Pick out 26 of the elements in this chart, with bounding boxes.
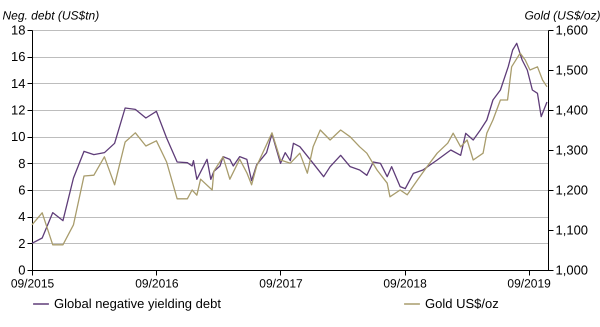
y2-tick-label: 1,400	[556, 102, 588, 118]
y-tick-label: 10	[11, 129, 26, 144]
y2-tick-label: 1,100	[556, 222, 588, 238]
x-tick-label: 09/2016	[135, 276, 179, 290]
y-tick-label: 14	[11, 76, 26, 91]
legend-label: Global negative yielding debt	[54, 296, 222, 311]
y-tick-label: 16	[11, 49, 26, 64]
y-tick-label: 0	[18, 262, 26, 278]
x-tick-label: 09/2019	[507, 276, 552, 290]
y-tick-label: 18	[11, 22, 26, 38]
x-tick-label: 09/2015	[10, 276, 55, 290]
y2-tick-label: 1,300	[556, 142, 588, 158]
legend-label: Gold US$/oz	[425, 296, 499, 311]
y-axis-title: Neg. debt (US$tn)	[2, 8, 100, 22]
y-tick-label: 2	[18, 236, 26, 251]
y2-tick-label: 1,500	[556, 62, 588, 78]
y2-tick-label: 1,000	[556, 262, 588, 278]
y2-tick-label: 1,600	[556, 22, 588, 38]
x-tick-label: 09/2018	[383, 276, 428, 290]
y-tick-label: 4	[18, 209, 26, 224]
y2-axis-title: Gold (US$/oz)	[524, 8, 600, 22]
x-tick-label: 09/2017	[259, 276, 303, 290]
y-tick-label: 12	[11, 102, 26, 118]
y2-tick-label: 1,200	[556, 182, 588, 198]
y-tick-label: 6	[18, 182, 26, 198]
y-tick-label: 8	[18, 156, 26, 171]
